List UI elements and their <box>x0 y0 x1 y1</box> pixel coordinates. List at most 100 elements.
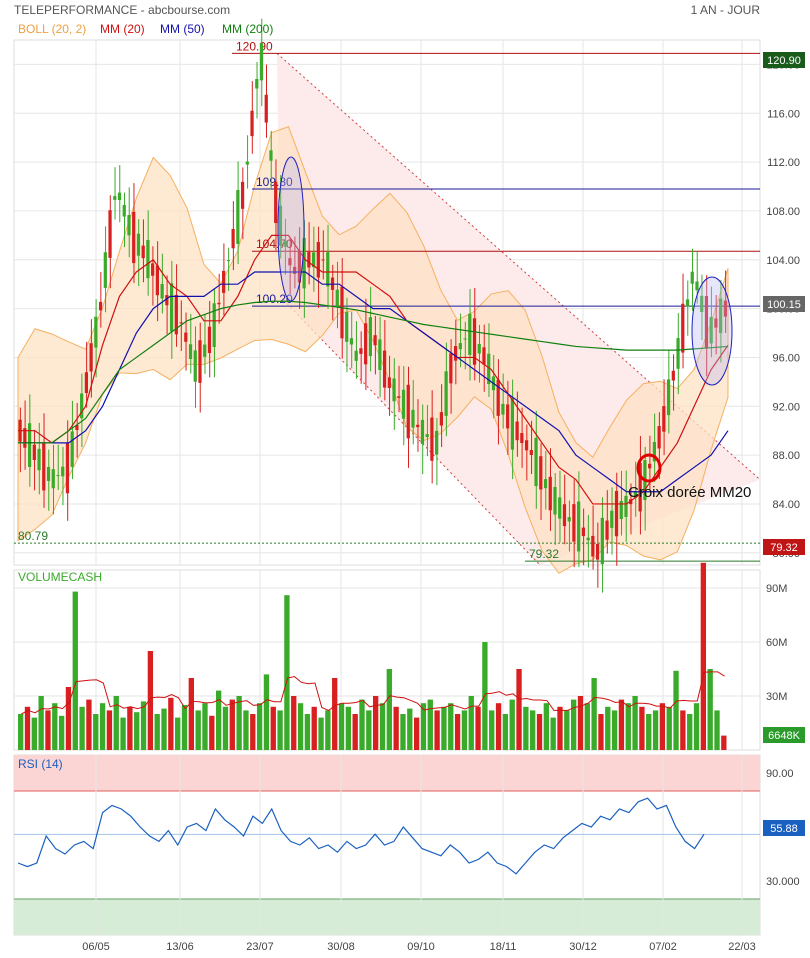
candle-body <box>501 403 505 415</box>
candle-body <box>406 384 410 439</box>
volume-bar <box>509 699 515 750</box>
volume-bar <box>168 697 174 750</box>
candle-body <box>449 353 453 384</box>
candle-body <box>231 228 235 249</box>
price-tag-low-label: 79.32 <box>770 542 798 554</box>
candle-body <box>496 379 500 416</box>
candle-body <box>56 475 60 477</box>
volume-bar <box>564 710 570 750</box>
candle-body <box>349 338 354 345</box>
volume-bar <box>38 696 44 750</box>
volume-bar <box>195 710 201 750</box>
candle-body <box>321 259 325 261</box>
candle-body <box>37 448 41 471</box>
volume-bar <box>475 706 481 750</box>
candle-body <box>368 317 372 357</box>
x-tick-label: 30/08 <box>327 941 355 953</box>
candle-body <box>103 252 107 288</box>
price-tick-label: 88.00 <box>772 450 800 462</box>
candle-body <box>32 444 36 460</box>
candle-body <box>165 295 169 306</box>
candle-body <box>373 335 377 346</box>
volume-bar <box>441 706 447 750</box>
candle-body <box>619 500 623 520</box>
volume-ma-line <box>21 671 725 715</box>
candle-body <box>605 520 609 540</box>
volume-bar <box>58 715 65 750</box>
volume-bar <box>468 696 474 750</box>
candle-body <box>695 281 699 291</box>
candle-body <box>212 303 216 347</box>
volume-bar <box>113 696 119 750</box>
volume-tick-label: 30M <box>766 691 787 703</box>
candle-body <box>430 417 434 461</box>
volume-bar <box>400 714 406 750</box>
candle-body <box>435 430 439 455</box>
level-label: 100.20 <box>256 292 293 306</box>
candle-body <box>704 295 709 348</box>
volume-bar <box>618 699 625 750</box>
candle-body <box>548 476 552 511</box>
x-tick-label: 13/06 <box>166 941 194 953</box>
candle-body <box>84 372 88 393</box>
candle-body <box>94 316 98 348</box>
volume-bar <box>134 712 140 750</box>
candle-body <box>411 409 415 428</box>
candle-body <box>132 211 136 264</box>
candle-body <box>420 419 425 444</box>
candle-body <box>723 300 727 317</box>
x-tick-label: 07/02 <box>649 941 677 953</box>
candle-body <box>425 434 429 437</box>
candle-body <box>359 348 363 354</box>
volume-bar <box>332 678 338 750</box>
candle-body <box>51 469 55 489</box>
candle-body <box>117 192 122 201</box>
highlight-ellipse-left <box>277 156 305 302</box>
candle-body <box>335 289 339 307</box>
volume-bar <box>24 706 31 750</box>
candle-body <box>151 263 155 276</box>
volume-bar <box>386 669 392 750</box>
candle-body <box>42 443 46 491</box>
candle-body <box>283 240 287 247</box>
volume-bar <box>270 706 276 750</box>
candle-body <box>581 527 585 537</box>
volume-bar <box>666 706 672 750</box>
candle-body <box>648 463 652 469</box>
candle-body <box>264 94 268 123</box>
volume-bar <box>584 703 590 750</box>
price-tick-label: 84.00 <box>772 499 800 511</box>
candle-body <box>591 535 595 557</box>
candle-body <box>250 110 254 137</box>
candle-body <box>23 428 27 448</box>
candle-body <box>316 241 320 278</box>
volume-bar <box>297 703 304 750</box>
candle-body <box>155 265 159 296</box>
volume-bar <box>106 710 113 750</box>
price-tag-high-label: 120.90 <box>767 55 801 67</box>
x-tick-label: 22/03 <box>728 941 756 953</box>
candle-body <box>510 397 514 450</box>
volume-bar <box>379 703 386 750</box>
volume-last-tag: 6648K <box>763 727 805 743</box>
candle-body <box>662 406 666 432</box>
candle-body <box>567 517 571 522</box>
rsi-overbought-zone <box>14 755 760 791</box>
volume-bar <box>434 710 440 750</box>
candle-body <box>46 466 51 481</box>
candle-body <box>524 440 529 451</box>
candle-body <box>160 284 164 299</box>
volume-bar <box>598 714 604 750</box>
candle-body <box>387 377 391 388</box>
volume-bar <box>407 708 413 750</box>
candle-body <box>534 437 538 487</box>
candle-body <box>463 338 467 340</box>
candle-body <box>354 350 358 361</box>
volume-bar <box>52 703 58 750</box>
candle-body <box>203 344 207 357</box>
candle-body <box>278 205 283 246</box>
candle-body <box>577 501 581 552</box>
volume-bar <box>707 669 713 750</box>
candle-body <box>444 371 448 416</box>
